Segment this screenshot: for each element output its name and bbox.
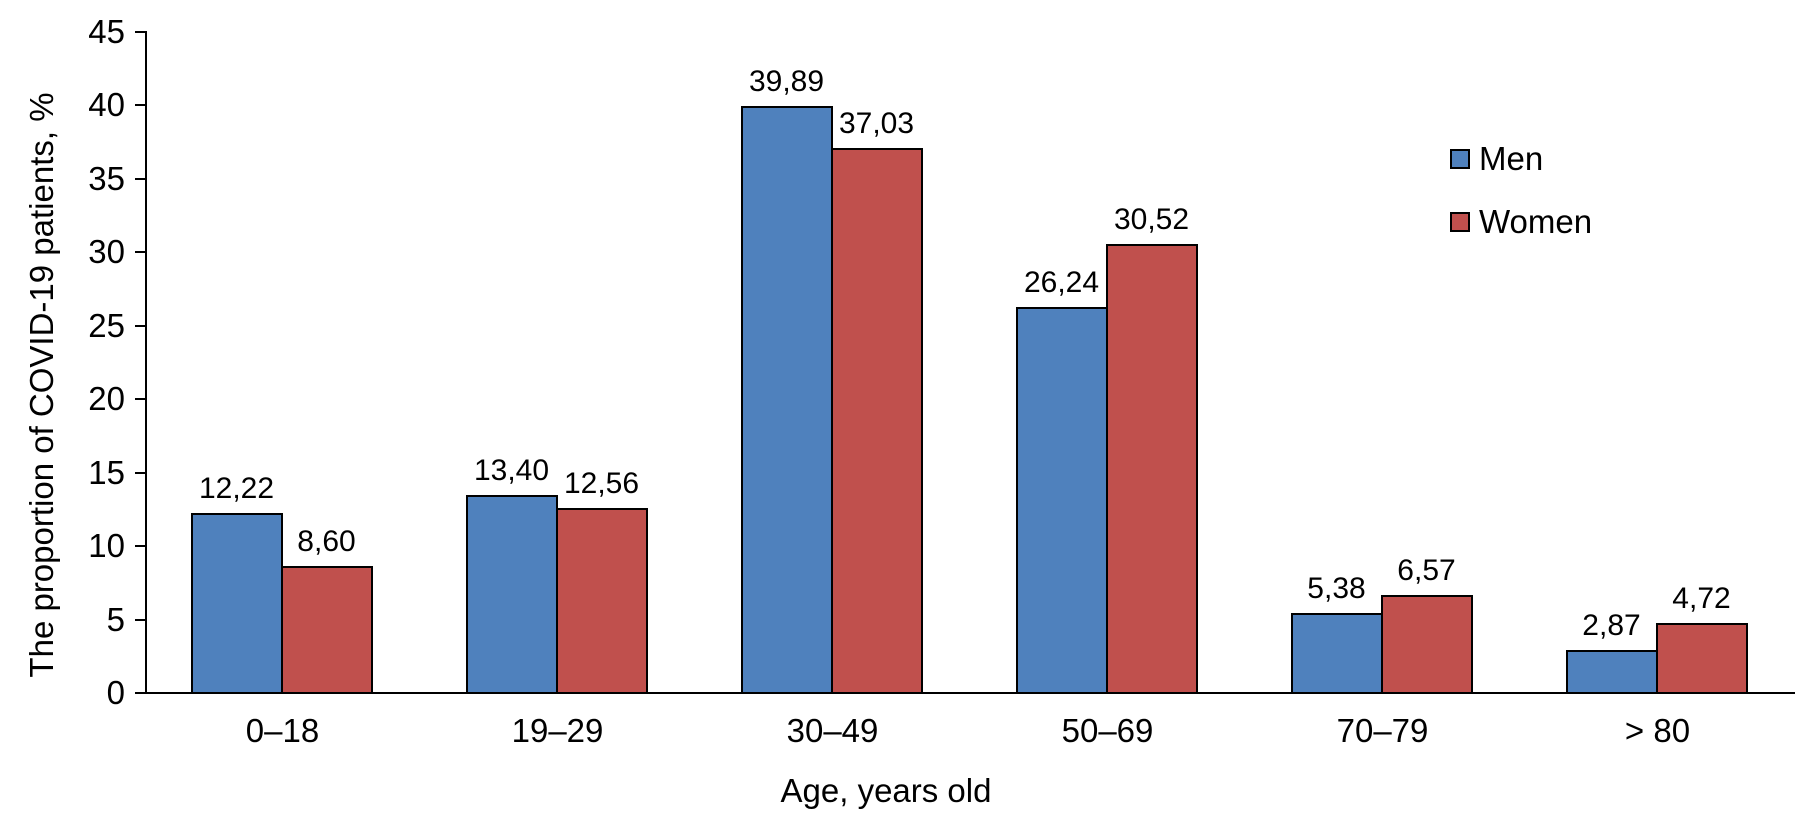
x-axis-category-label: 19–29	[511, 712, 604, 749]
bar-men	[1290, 612, 1383, 694]
y-axis-tick	[135, 251, 145, 254]
y-axis-tick-label: 30	[88, 233, 125, 271]
y-axis-tick-label: 20	[88, 380, 125, 418]
y-axis-tick	[135, 398, 145, 401]
y-axis-tick-label: 25	[88, 306, 125, 344]
x-axis-title: Age, years old	[780, 772, 992, 809]
bar-women	[1380, 595, 1473, 694]
bar-men	[1565, 649, 1658, 694]
x-axis-category-label: > 80	[1624, 712, 1691, 749]
bar-value-label: 8,60	[297, 524, 356, 558]
y-axis-tick-label: 5	[106, 600, 125, 638]
bar-value-label: 4,72	[1672, 581, 1731, 615]
y-axis-tick-label: 35	[88, 159, 125, 197]
bar-women	[1105, 243, 1198, 694]
men-series-swatch-icon	[1450, 149, 1470, 169]
y-axis-tick	[135, 31, 145, 33]
bar-men	[190, 512, 283, 694]
x-axis-category-label: 30–49	[786, 712, 879, 749]
y-axis-tick	[135, 545, 145, 548]
bar-value-label: 6,57	[1397, 554, 1456, 588]
y-axis-tick	[135, 104, 145, 107]
bar-value-label: 13,40	[473, 454, 550, 488]
bar-women	[555, 507, 648, 694]
x-axis-category-label: 50–69	[1061, 712, 1154, 749]
x-axis-category-label: 0–18	[245, 712, 320, 749]
y-axis-tick-label: 15	[88, 453, 125, 491]
legend-item-men: Men	[1450, 141, 1592, 177]
bar-value-label: 37,03	[838, 107, 915, 141]
y-axis-line	[145, 31, 147, 694]
y-axis-tick	[135, 692, 145, 694]
legend-item-women: Women	[1450, 204, 1592, 240]
bar-value-label: 12,22	[198, 471, 275, 505]
bar-value-label: 12,56	[563, 466, 640, 500]
y-axis-tick-label: 45	[88, 13, 125, 50]
bar-women	[280, 565, 373, 694]
y-axis-tick	[135, 618, 145, 621]
bar-men	[1015, 306, 1108, 694]
legend: Men Women	[1450, 141, 1592, 267]
women-series-swatch-icon	[1450, 212, 1470, 232]
y-axis-tick	[135, 471, 145, 474]
legend-label-women: Women	[1479, 203, 1593, 240]
y-axis-tick-label: 0	[106, 674, 125, 711]
bar-value-label: 5,38	[1307, 571, 1366, 605]
bar-value-label: 30,52	[1113, 202, 1190, 236]
y-axis-tick	[135, 177, 145, 180]
bar-men	[465, 495, 558, 694]
bar-value-label: 26,24	[1023, 265, 1100, 299]
y-axis-tick-label: 10	[88, 527, 125, 565]
bar-value-label: 2,87	[1582, 608, 1641, 642]
x-axis-category-label: 70–79	[1336, 712, 1429, 749]
y-axis-tick	[135, 324, 145, 327]
y-axis-tick-label: 40	[88, 86, 125, 124]
bar-women	[1655, 622, 1748, 694]
x-axis-line	[145, 692, 1795, 694]
bar-men	[740, 106, 833, 694]
bar-value-label: 39,89	[748, 65, 825, 99]
legend-label-men: Men	[1479, 140, 1544, 177]
bar-women	[830, 148, 923, 694]
